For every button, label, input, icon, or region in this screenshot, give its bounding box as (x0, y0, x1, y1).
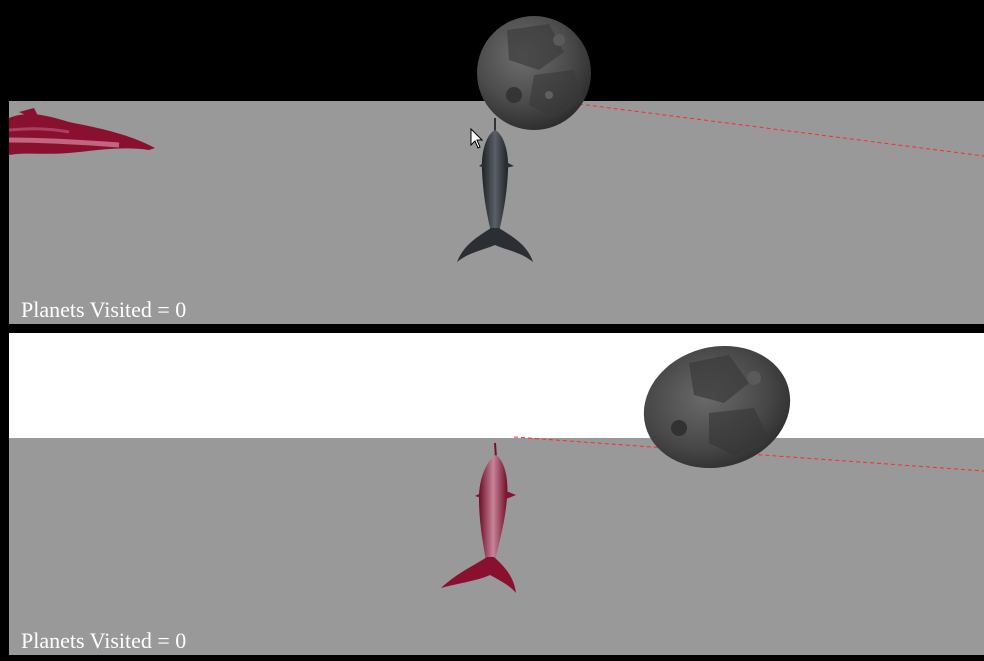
top-viewport[interactable]: Planets Visited = 0 (9, 0, 984, 324)
laser-line (513, 436, 984, 472)
planet-moon[interactable] (477, 16, 591, 130)
top-scene (9, 0, 984, 324)
planets-visited-counter: Planets Visited = 0 (21, 628, 187, 653)
mouse-cursor-icon (470, 128, 484, 149)
bottom-viewport[interactable]: Planets Visited = 0 (9, 333, 984, 655)
player-dolphin (457, 118, 533, 262)
planet-moon[interactable] (630, 333, 804, 484)
planets-visited-counter: Planets Visited = 0 (21, 297, 187, 322)
player-dolphin (441, 442, 516, 593)
laser-line (578, 103, 984, 157)
other-dolphin (9, 108, 155, 155)
bottom-scene (9, 333, 984, 655)
